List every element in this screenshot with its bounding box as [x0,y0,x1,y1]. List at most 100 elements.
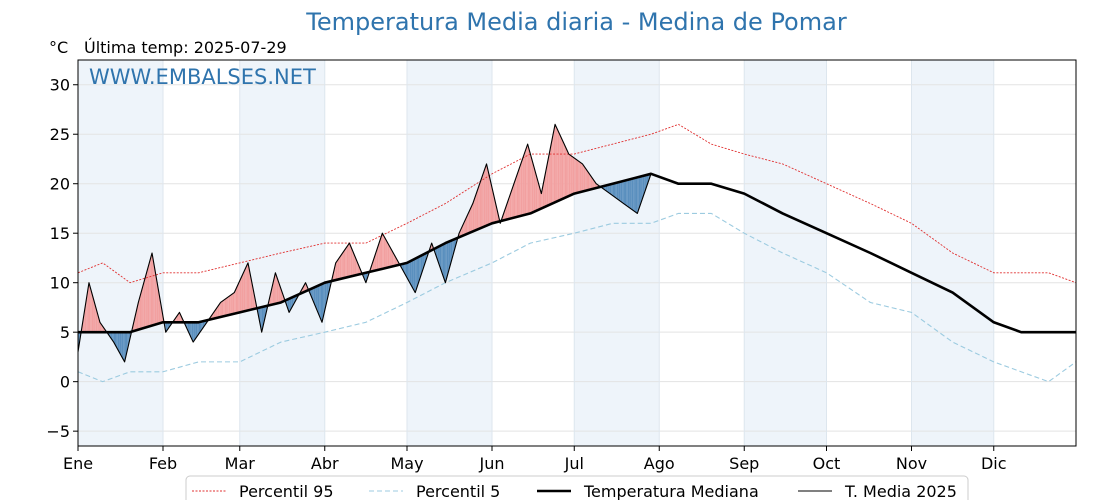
above-median-area [224,298,227,317]
above-median-area [349,243,351,277]
above-median-area [154,268,157,325]
below-median-area [615,182,617,199]
below-median-area [612,183,615,197]
below-median-area [415,257,417,293]
y-tick-label: 5 [60,323,70,342]
x-tick-label: Ago [644,454,675,473]
above-median-area [338,256,340,280]
above-median-area [241,274,243,313]
t2025-line [77,123,652,363]
above-median-area [538,183,540,210]
above-median-area [533,163,535,213]
above-median-area [376,245,379,271]
above-median-area [534,168,536,212]
below-median-area [190,322,192,340]
above-median-area [139,292,142,330]
above-median-area [335,260,338,281]
below-median-area [449,240,451,268]
above-median-area [511,187,513,219]
below-median-area [634,177,636,213]
below-median-area [441,244,443,275]
above-median-area [391,250,394,267]
above-median-area [160,300,162,324]
above-median-area [592,177,594,190]
above-median-area [147,262,150,327]
above-median-area [550,138,553,205]
below-median-area [197,322,199,337]
above-median-area [149,257,151,327]
below-median-area [324,282,327,311]
above-median-area [508,195,510,220]
month-band [78,60,163,446]
above-median-area [464,218,466,235]
above-median-area [564,145,567,198]
above-median-area [557,130,560,202]
below-median-area [609,184,612,195]
above-median-area [385,238,387,269]
below-median-area [642,175,645,198]
above-median-area [382,233,384,269]
above-median-area [95,307,98,333]
above-median-area [489,175,491,225]
below-median-area [635,177,638,214]
below-median-area [315,286,317,310]
above-median-area [463,221,465,236]
below-median-area [438,245,440,267]
above-median-area [507,199,509,220]
above-median-area [93,297,95,333]
above-median-area [223,299,225,317]
above-median-area [98,317,100,333]
legend-label: Percentil 5 [416,482,500,500]
below-median-area [445,242,447,283]
above-median-area [555,124,557,203]
below-median-area [444,243,446,283]
above-median-area [563,142,565,199]
above-median-area [242,271,244,312]
above-median-area [496,205,498,223]
above-median-area [526,144,528,215]
above-median-area [246,262,248,311]
below-median-area [121,332,124,360]
above-median-area [583,165,586,192]
above-median-area [153,260,155,326]
below-median-area [439,245,442,271]
below-median-area [646,174,649,186]
above-median-area [529,149,531,214]
above-median-area [535,173,538,211]
legend-box [185,475,969,500]
above-median-area [572,156,575,195]
above-median-area [571,156,573,195]
below-median-area [623,180,625,205]
below-median-area [411,260,413,288]
below-median-area [605,185,608,192]
above-median-area [482,171,484,228]
above-median-area [234,289,236,314]
below-median-area [408,261,410,283]
below-median-area [290,297,292,310]
below-median-area [616,182,619,200]
below-median-area [317,285,320,316]
above-median-area [490,181,493,224]
above-median-area [226,297,228,316]
above-median-area [231,293,233,315]
above-median-area [575,158,577,194]
above-median-area [485,163,487,227]
above-median-area [235,286,238,314]
above-median-area [348,243,350,278]
x-tick-label: May [390,454,423,473]
y-tick-label: 20 [50,175,70,194]
below-median-area [626,179,628,207]
above-median-area [549,145,551,205]
above-median-area [586,169,588,191]
month-band [239,60,325,446]
legend-label: Percentil 95 [239,482,334,500]
above-median-area [334,262,336,281]
above-median-area [146,267,148,328]
x-tick-label: Ene [63,454,93,473]
below-median-area [117,332,120,352]
above-median-area [134,314,136,331]
legend-label: Temperatura Mediana [583,482,759,500]
below-median-area [622,180,624,204]
x-tick-label: Jun [479,454,505,473]
above-median-area [470,206,472,233]
